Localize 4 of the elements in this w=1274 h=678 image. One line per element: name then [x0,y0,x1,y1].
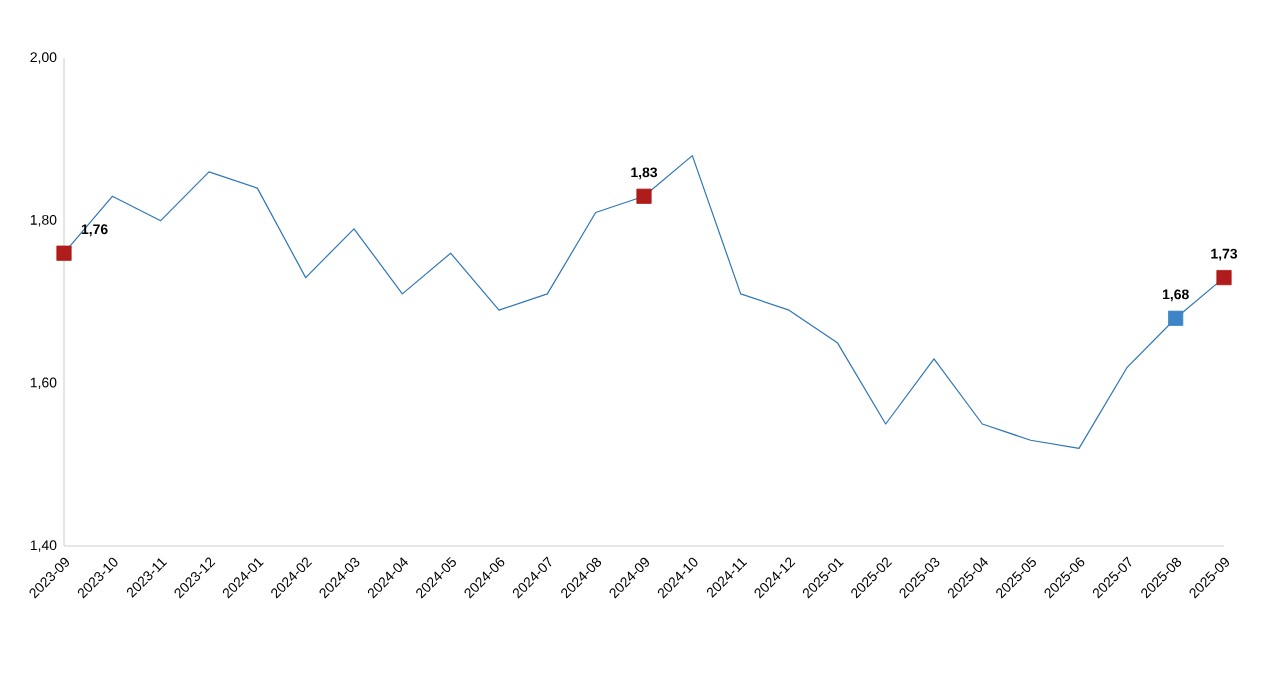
point [636,188,652,204]
point [56,245,72,261]
point [1168,310,1184,326]
point [1216,270,1232,286]
